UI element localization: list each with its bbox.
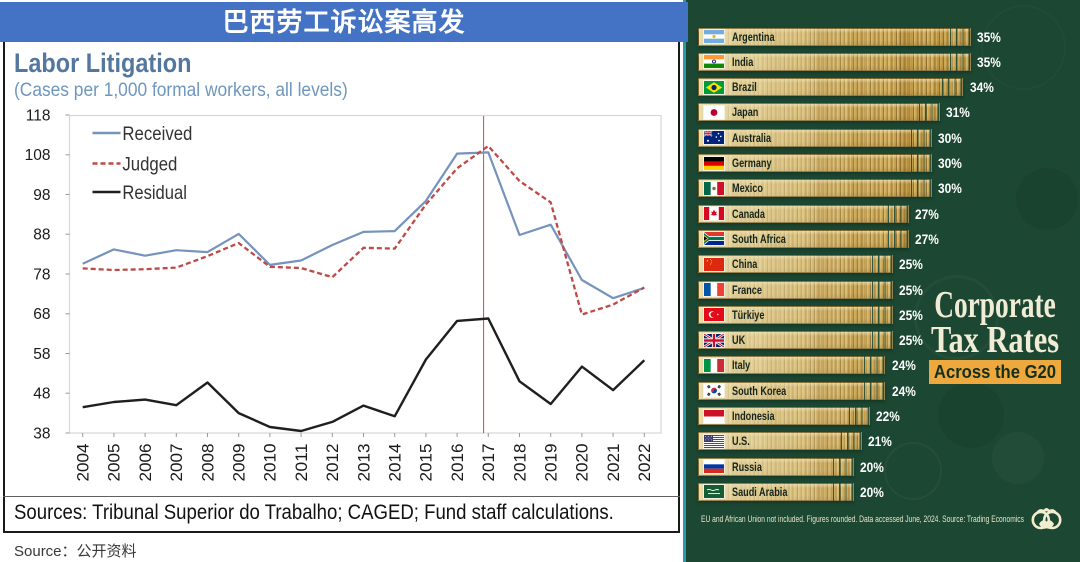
svg-text:2009: 2009 xyxy=(231,444,249,482)
svg-text:2007: 2007 xyxy=(168,444,186,482)
svg-text:Received: Received xyxy=(122,123,192,145)
svg-text:78: 78 xyxy=(33,266,50,283)
svg-text:2017: 2017 xyxy=(480,444,498,482)
svg-text:2004: 2004 xyxy=(75,444,93,482)
svg-text:2012: 2012 xyxy=(324,444,342,482)
svg-text:98: 98 xyxy=(33,187,50,204)
svg-text:88: 88 xyxy=(33,227,50,244)
svg-text:48: 48 xyxy=(33,386,50,403)
svg-text:2021: 2021 xyxy=(605,444,623,482)
svg-text:108: 108 xyxy=(25,147,51,164)
svg-text:2019: 2019 xyxy=(543,444,561,482)
svg-text:38: 38 xyxy=(33,425,50,442)
svg-text:Judged: Judged xyxy=(122,154,177,176)
svg-text:2013: 2013 xyxy=(355,444,373,482)
svg-text:2011: 2011 xyxy=(293,444,311,482)
svg-text:2008: 2008 xyxy=(199,444,217,482)
svg-text:2016: 2016 xyxy=(449,444,467,482)
svg-text:2014: 2014 xyxy=(387,444,405,482)
svg-text:2015: 2015 xyxy=(418,444,436,482)
svg-text:118: 118 xyxy=(26,107,51,124)
svg-text:Residual: Residual xyxy=(122,182,186,204)
svg-text:58: 58 xyxy=(33,346,50,363)
svg-text:2010: 2010 xyxy=(262,444,280,482)
svg-text:68: 68 xyxy=(33,306,50,323)
svg-text:2006: 2006 xyxy=(137,444,155,482)
svg-text:2005: 2005 xyxy=(106,444,124,482)
svg-text:2018: 2018 xyxy=(511,444,529,482)
svg-text:2020: 2020 xyxy=(574,444,592,482)
svg-text:2022: 2022 xyxy=(636,444,654,482)
